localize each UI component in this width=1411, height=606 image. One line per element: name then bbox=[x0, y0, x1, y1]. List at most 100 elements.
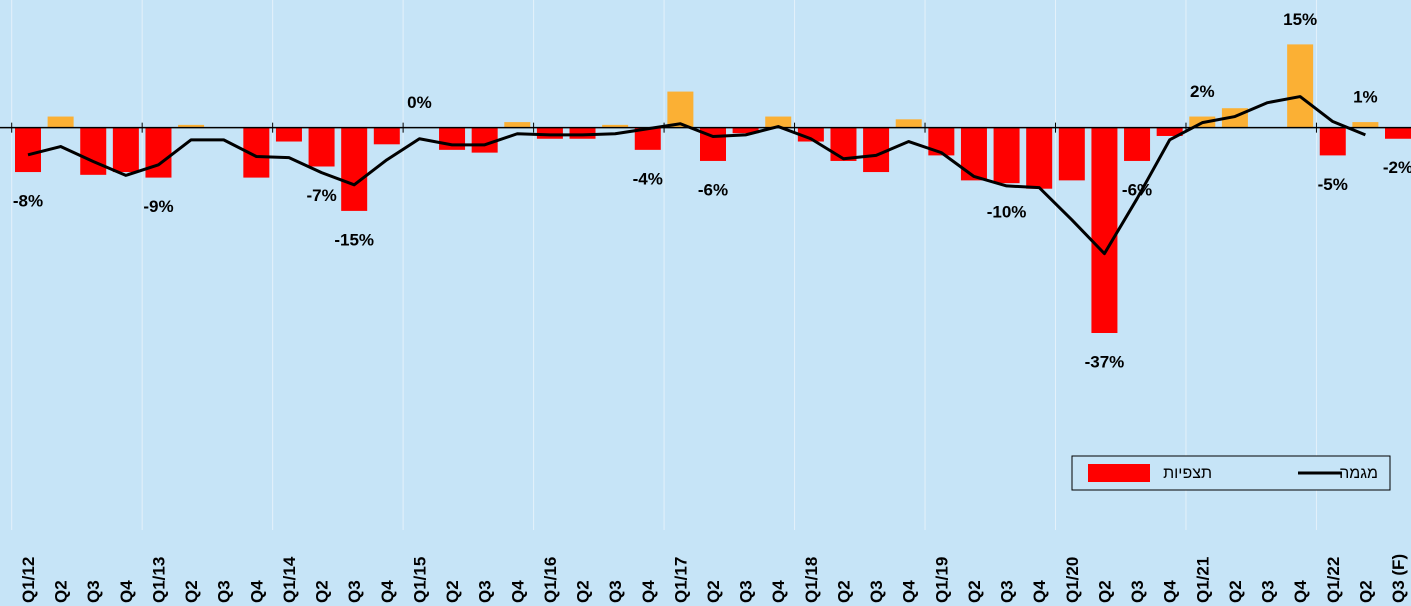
x-tick-label: Q4 bbox=[508, 580, 527, 603]
data-label: -10% bbox=[987, 203, 1027, 222]
bar bbox=[504, 122, 531, 128]
bar bbox=[439, 127, 466, 150]
data-label: -5% bbox=[1318, 175, 1348, 194]
x-tick-label: Q1/19 bbox=[932, 557, 951, 603]
data-label: -37% bbox=[1085, 352, 1125, 371]
bar bbox=[602, 124, 629, 128]
bar bbox=[341, 127, 368, 211]
x-tick-label: Q1/21 bbox=[1193, 557, 1212, 603]
bar bbox=[1385, 127, 1411, 139]
bar bbox=[1124, 127, 1151, 161]
x-tick-label: Q3 (F) bbox=[1389, 554, 1408, 603]
x-tick-label: Q3 bbox=[1259, 580, 1278, 603]
x-tick-label: Q2 bbox=[182, 580, 201, 603]
data-label: -8% bbox=[13, 192, 43, 211]
data-label: -4% bbox=[633, 169, 663, 188]
bar bbox=[960, 127, 987, 181]
bar bbox=[732, 127, 759, 134]
x-tick-label: Q1/12 bbox=[19, 557, 38, 603]
data-label: 0% bbox=[407, 93, 432, 112]
x-tick-label: Q3 bbox=[84, 580, 103, 603]
bar bbox=[145, 127, 172, 178]
x-tick-label: Q3 bbox=[867, 580, 886, 603]
bar bbox=[1091, 127, 1118, 334]
bar bbox=[178, 124, 205, 128]
bar bbox=[993, 127, 1020, 184]
data-label: 2% bbox=[1190, 82, 1215, 101]
x-tick-label: Q3 bbox=[476, 580, 495, 603]
bar bbox=[1319, 127, 1346, 156]
x-tick-label: Q2 bbox=[443, 580, 462, 603]
x-tick-label: Q4 bbox=[1161, 580, 1180, 603]
bar bbox=[80, 127, 107, 175]
x-tick-label: Q4 bbox=[1030, 580, 1049, 603]
x-tick-label: Q1/18 bbox=[802, 557, 821, 603]
x-tick-label: Q1/15 bbox=[410, 557, 429, 603]
x-tick-label: Q3 bbox=[606, 580, 625, 603]
x-tick-label: Q2 bbox=[1356, 580, 1375, 603]
x-tick-label: Q1/20 bbox=[1063, 557, 1082, 603]
x-tick-label: Q3 bbox=[737, 580, 756, 603]
x-tick-label: Q4 bbox=[639, 580, 658, 603]
x-tick-label: Q1/14 bbox=[280, 556, 299, 603]
x-tick-label: Q2 bbox=[1226, 580, 1245, 603]
x-tick-label: Q2 bbox=[52, 580, 71, 603]
x-tick-label: Q4 bbox=[117, 580, 136, 603]
trend-line bbox=[27, 95, 1366, 256]
bar bbox=[275, 127, 302, 142]
bar bbox=[634, 127, 661, 150]
bar bbox=[1058, 127, 1085, 181]
x-tick-label: Q2 bbox=[1095, 580, 1114, 603]
x-tick-label: Q1/13 bbox=[149, 557, 168, 603]
data-label: -2% bbox=[1383, 158, 1411, 177]
bar bbox=[471, 127, 498, 153]
bar bbox=[15, 127, 41, 173]
bar bbox=[47, 116, 74, 128]
data-label: 15% bbox=[1283, 10, 1317, 29]
bar bbox=[765, 116, 792, 128]
bar bbox=[797, 127, 824, 142]
x-tick-label: Q3 bbox=[345, 580, 364, 603]
x-tick-label: Q2 bbox=[313, 580, 332, 603]
x-tick-label: Q1/17 bbox=[671, 557, 690, 603]
x-tick-label: Q4 bbox=[769, 580, 788, 603]
data-label: -9% bbox=[143, 197, 173, 216]
x-tick-label: Q2 bbox=[574, 580, 593, 603]
legend: מגמה תצפיות bbox=[1071, 455, 1391, 491]
x-tick-label: Q4 bbox=[378, 580, 397, 603]
bar bbox=[569, 127, 596, 139]
bar bbox=[308, 127, 335, 167]
bar bbox=[373, 127, 400, 145]
bar bbox=[667, 91, 694, 128]
x-tick-label: Q3 bbox=[1128, 580, 1147, 603]
bar bbox=[1287, 44, 1314, 128]
x-tick-label: Q3 bbox=[215, 580, 234, 603]
x-tick-label: Q3 bbox=[998, 580, 1017, 603]
x-tick-label: Q2 bbox=[834, 580, 853, 603]
legend-swatch bbox=[1088, 464, 1150, 482]
data-label: -6% bbox=[698, 180, 728, 199]
data-label: -7% bbox=[306, 186, 336, 205]
x-tick-label: Q2 bbox=[704, 580, 723, 603]
bar bbox=[536, 127, 563, 139]
data-label: -15% bbox=[334, 230, 374, 249]
x-tick-label: Q2 bbox=[965, 580, 984, 603]
x-tick-label: Q1/22 bbox=[1324, 557, 1343, 603]
bar bbox=[1352, 122, 1379, 128]
bar bbox=[112, 127, 139, 173]
x-tick-label: Q4 bbox=[247, 580, 266, 603]
legend-label: תצפיות bbox=[1163, 465, 1212, 482]
x-tick-label: Q1/16 bbox=[541, 557, 560, 603]
bar bbox=[830, 127, 857, 161]
x-tick-label: Q4 bbox=[900, 580, 919, 603]
bar bbox=[1156, 127, 1183, 136]
data-label: 1% bbox=[1353, 88, 1378, 107]
bar bbox=[863, 127, 890, 173]
legend-label: מגמה bbox=[1339, 465, 1378, 482]
bar bbox=[895, 119, 922, 128]
bar bbox=[1026, 127, 1053, 189]
x-tick-label: Q4 bbox=[1291, 580, 1310, 603]
